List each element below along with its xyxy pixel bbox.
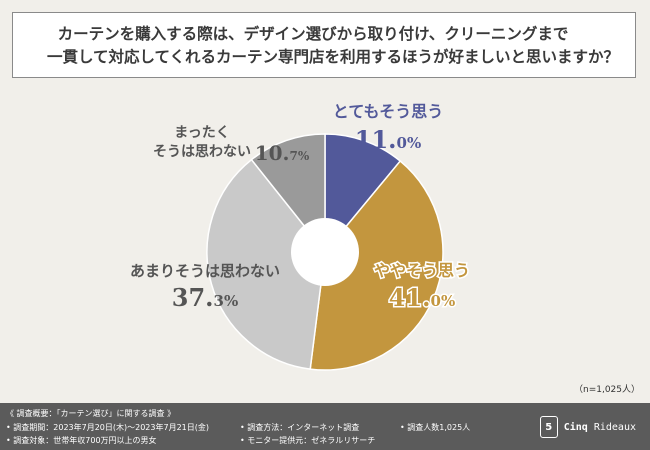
question-box: カーテンを購入する際は、デザイン選びから取り付け、クリーニングまで 一貫して対応… — [12, 12, 636, 78]
slice-label-0: とてもそう思う — [333, 102, 443, 121]
brand-name: Cinq Rideaux — [563, 421, 636, 433]
slice-label-3-line-1: そうは思わない — [153, 144, 251, 160]
slice-value-0: 11.0% — [355, 125, 421, 154]
survey-heading: 《 調査概要：「カーテン選び」に関する調査 》 — [6, 409, 176, 418]
pie-slice-3 — [250, 133, 326, 255]
pie-slice-2 — [206, 158, 326, 370]
brand-emblem-icon: 5 — [539, 416, 558, 438]
pie-chart: とてもそう思う 11.0% ややそう思う 41.0% あまりそうは思わない 37.3% まっ… — [130, 102, 472, 371]
survey-period: • 調査期間：2023年7月20日(木)～2023年7月21日(金) — [6, 423, 210, 432]
brand-logo: 5 Cinq Rideaux — [539, 416, 636, 438]
slice-label-1: ややそう思う — [374, 261, 470, 280]
slice-label-2: あまりそうは思わない — [130, 262, 280, 280]
footer: 《 調査概要：「カーテン選び」に関する調査 》 • 調査期間：2023年7月20… — [0, 403, 650, 450]
survey-target: • 調査対象：世帯年収700万円以上の男女 — [6, 436, 157, 445]
slice-value-1: 41.0% — [389, 283, 455, 312]
survey-method: • 調査方法：インターネット調査 — [240, 423, 360, 432]
survey-provider: • モニター提供元：ゼネラルリサーチ — [240, 436, 376, 445]
question-line-1: カーテンを購入する際は、デザイン選びから取り付け、クリーニングまで — [57, 24, 569, 43]
slice-value-3: 10.7% — [255, 141, 310, 165]
slice-label-3: まったく — [174, 125, 229, 141]
pie-slice-1 — [309, 160, 444, 371]
sample-size-note: （n=1,025人） — [573, 385, 640, 395]
survey-count: • 調査人数1,025人 — [400, 423, 471, 432]
question-line-2: 一貫して対応してくれるカーテン専門店を利用するほうが好ましいと思いますか？ — [46, 47, 620, 66]
pie-slice-0 — [324, 133, 402, 255]
slice-value-2: 37.3% — [172, 283, 238, 312]
donut-hole — [291, 218, 359, 286]
